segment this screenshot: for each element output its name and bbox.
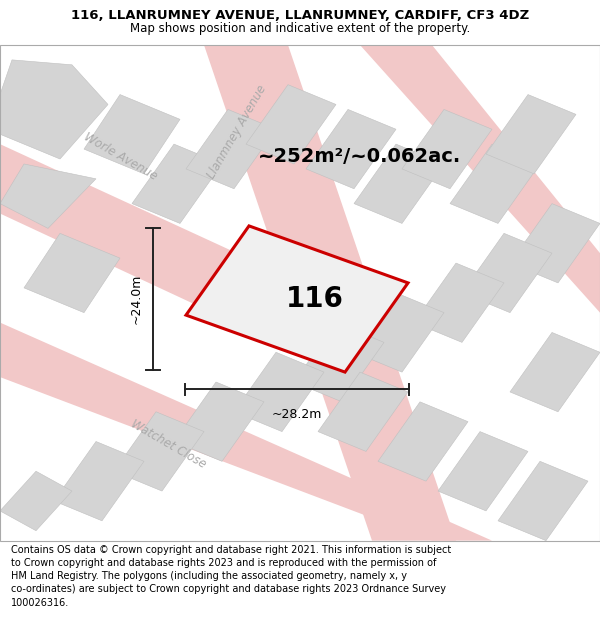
Polygon shape <box>360 45 600 312</box>
Polygon shape <box>0 164 96 228</box>
Polygon shape <box>186 109 276 189</box>
Text: Llanmney Avenue: Llanmney Avenue <box>205 82 269 181</box>
Polygon shape <box>354 144 444 223</box>
Polygon shape <box>234 352 324 432</box>
Text: ~28.2m: ~28.2m <box>272 408 322 421</box>
Text: Map shows position and indicative extent of the property.: Map shows position and indicative extent… <box>130 22 470 35</box>
Polygon shape <box>54 441 144 521</box>
Polygon shape <box>294 322 384 402</box>
Polygon shape <box>306 109 396 189</box>
Polygon shape <box>318 372 408 451</box>
Text: 116: 116 <box>286 285 344 313</box>
Polygon shape <box>414 263 504 343</box>
Polygon shape <box>0 322 492 541</box>
Polygon shape <box>498 461 588 541</box>
Polygon shape <box>246 84 336 164</box>
Polygon shape <box>450 144 540 223</box>
Polygon shape <box>462 233 552 312</box>
Polygon shape <box>0 60 108 159</box>
Polygon shape <box>204 45 456 541</box>
Polygon shape <box>354 292 444 372</box>
Polygon shape <box>174 382 264 461</box>
Polygon shape <box>114 412 204 491</box>
Polygon shape <box>0 471 72 531</box>
Polygon shape <box>510 332 600 412</box>
Polygon shape <box>486 94 576 174</box>
Polygon shape <box>438 432 528 511</box>
Text: Contains OS data © Crown copyright and database right 2021. This information is : Contains OS data © Crown copyright and d… <box>11 545 451 608</box>
Text: Worle Avenue: Worle Avenue <box>81 130 159 182</box>
Polygon shape <box>132 144 222 223</box>
Polygon shape <box>402 109 492 189</box>
Text: ~252m²/~0.062ac.: ~252m²/~0.062ac. <box>259 147 461 166</box>
Polygon shape <box>186 226 408 372</box>
Polygon shape <box>24 233 120 312</box>
Text: ~24.0m: ~24.0m <box>129 274 142 324</box>
Polygon shape <box>378 402 468 481</box>
Text: Watchet Close: Watchet Close <box>128 418 208 471</box>
Polygon shape <box>0 144 420 387</box>
Polygon shape <box>84 94 180 174</box>
Text: 116, LLANRUMNEY AVENUE, LLANRUMNEY, CARDIFF, CF3 4DZ: 116, LLANRUMNEY AVENUE, LLANRUMNEY, CARD… <box>71 9 529 22</box>
Polygon shape <box>510 204 600 283</box>
